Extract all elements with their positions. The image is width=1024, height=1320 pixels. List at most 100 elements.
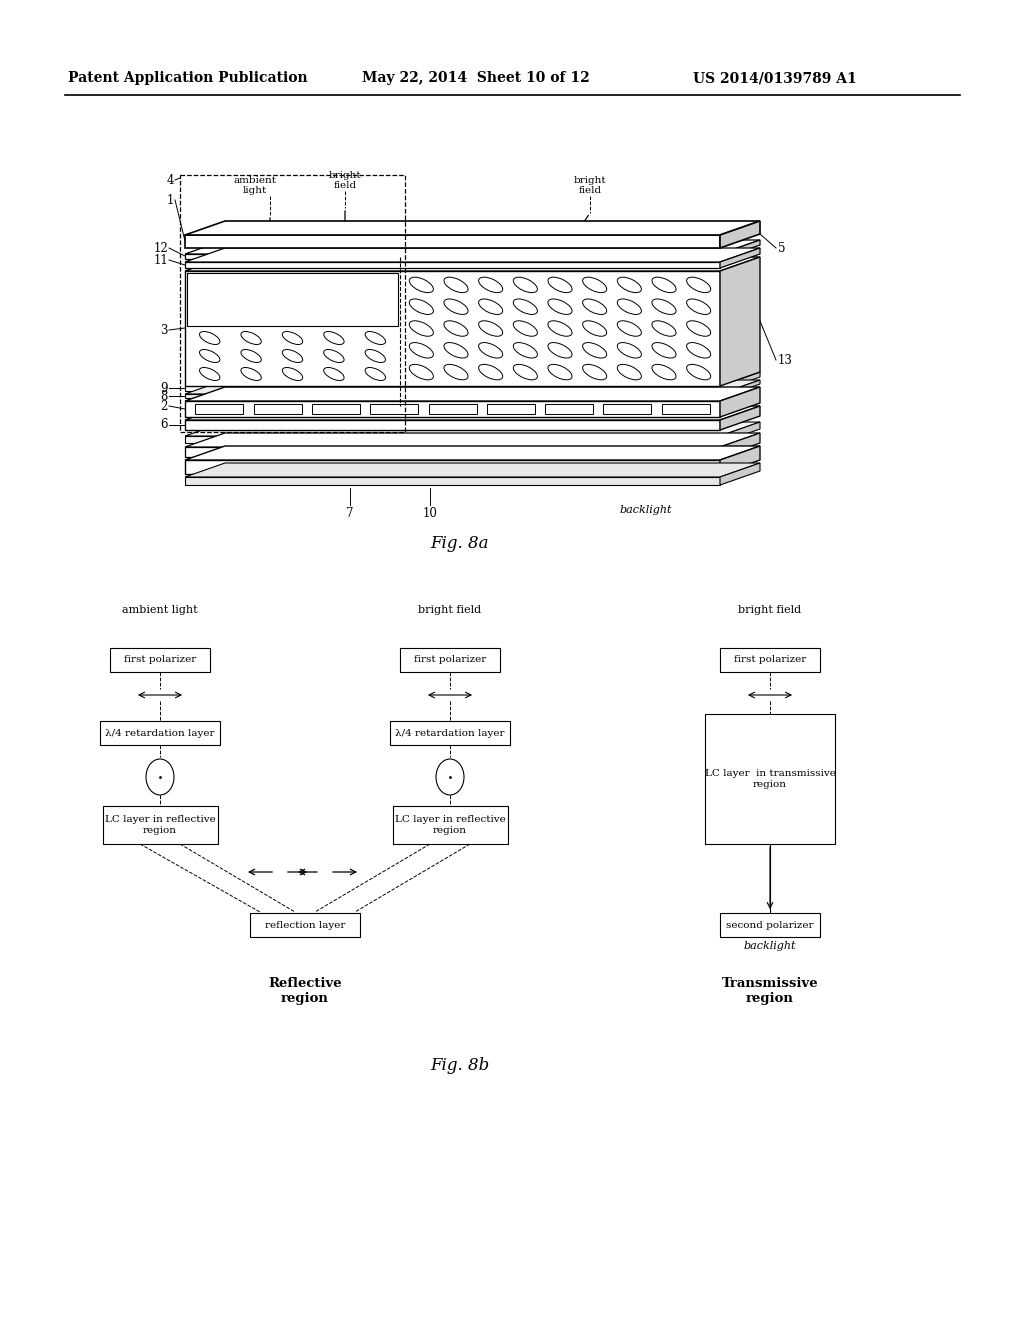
Ellipse shape <box>436 759 464 795</box>
Text: LC layer in reflective
region: LC layer in reflective region <box>104 816 215 834</box>
Text: 12: 12 <box>154 242 168 255</box>
Polygon shape <box>196 404 244 414</box>
Polygon shape <box>100 721 220 744</box>
Polygon shape <box>185 240 760 253</box>
Text: May 22, 2014  Sheet 10 of 12: May 22, 2014 Sheet 10 of 12 <box>362 71 590 84</box>
Polygon shape <box>185 393 720 399</box>
Text: second polarizer: second polarizer <box>726 920 814 929</box>
Polygon shape <box>185 477 720 484</box>
Ellipse shape <box>283 350 303 363</box>
Polygon shape <box>185 261 720 268</box>
Ellipse shape <box>241 331 261 345</box>
Polygon shape <box>720 257 760 385</box>
Polygon shape <box>185 372 760 385</box>
Ellipse shape <box>444 364 468 380</box>
Ellipse shape <box>410 298 433 314</box>
Polygon shape <box>720 446 760 474</box>
Ellipse shape <box>617 321 641 337</box>
Text: λ/4 retardation layer: λ/4 retardation layer <box>395 729 505 738</box>
Text: Fig. 8a: Fig. 8a <box>431 535 489 552</box>
Text: bright
field: bright field <box>329 170 361 190</box>
Ellipse shape <box>617 298 641 314</box>
Ellipse shape <box>478 298 503 314</box>
Ellipse shape <box>513 343 538 358</box>
Polygon shape <box>185 447 720 457</box>
Text: 3: 3 <box>161 323 168 337</box>
Text: 2: 2 <box>161 400 168 412</box>
Ellipse shape <box>444 321 468 337</box>
Ellipse shape <box>652 277 676 293</box>
Polygon shape <box>705 714 835 843</box>
Polygon shape <box>720 387 760 417</box>
Polygon shape <box>720 407 760 430</box>
Ellipse shape <box>617 364 641 380</box>
Polygon shape <box>720 220 760 248</box>
Polygon shape <box>312 404 359 414</box>
Polygon shape <box>545 404 593 414</box>
Polygon shape <box>720 240 760 259</box>
Text: bright
field: bright field <box>573 176 606 195</box>
Polygon shape <box>720 913 820 937</box>
Text: 8: 8 <box>161 389 168 403</box>
Ellipse shape <box>241 367 261 380</box>
Text: LC layer in reflective
region: LC layer in reflective region <box>394 816 506 834</box>
Ellipse shape <box>324 331 344 345</box>
Polygon shape <box>254 404 302 414</box>
Ellipse shape <box>283 367 303 380</box>
Text: 4: 4 <box>167 173 174 186</box>
Ellipse shape <box>583 298 606 314</box>
Polygon shape <box>185 401 720 417</box>
Ellipse shape <box>324 350 344 363</box>
Ellipse shape <box>652 343 676 358</box>
Polygon shape <box>720 463 760 484</box>
Polygon shape <box>371 404 418 414</box>
Ellipse shape <box>617 277 641 293</box>
Text: λ/4 retardation layer: λ/4 retardation layer <box>105 729 215 738</box>
Ellipse shape <box>410 321 433 337</box>
Text: 10: 10 <box>423 507 437 520</box>
Text: reflection layer: reflection layer <box>265 920 345 929</box>
Text: first polarizer: first polarizer <box>734 656 806 664</box>
Polygon shape <box>662 404 710 414</box>
Text: 9: 9 <box>161 381 168 395</box>
Ellipse shape <box>410 277 433 293</box>
Ellipse shape <box>444 298 468 314</box>
Ellipse shape <box>366 350 385 363</box>
Polygon shape <box>720 648 820 672</box>
Ellipse shape <box>583 343 606 358</box>
Ellipse shape <box>583 277 606 293</box>
Ellipse shape <box>444 343 468 358</box>
Ellipse shape <box>687 321 711 337</box>
Ellipse shape <box>583 321 606 337</box>
Polygon shape <box>720 380 760 399</box>
Text: 7: 7 <box>346 507 353 520</box>
Polygon shape <box>720 422 760 444</box>
Ellipse shape <box>652 298 676 314</box>
Ellipse shape <box>548 343 572 358</box>
Polygon shape <box>185 387 760 401</box>
Ellipse shape <box>200 350 220 363</box>
Polygon shape <box>185 385 720 391</box>
Ellipse shape <box>478 277 503 293</box>
Polygon shape <box>185 257 760 271</box>
Ellipse shape <box>410 343 433 358</box>
Ellipse shape <box>687 298 711 314</box>
Ellipse shape <box>200 331 220 345</box>
Ellipse shape <box>687 343 711 358</box>
Ellipse shape <box>283 331 303 345</box>
Ellipse shape <box>548 321 572 337</box>
Polygon shape <box>185 380 760 393</box>
Text: Transmissive
region: Transmissive region <box>722 977 818 1005</box>
Ellipse shape <box>548 277 572 293</box>
Polygon shape <box>185 436 720 444</box>
Text: first polarizer: first polarizer <box>414 656 486 664</box>
Polygon shape <box>187 273 398 326</box>
Polygon shape <box>110 648 210 672</box>
Ellipse shape <box>366 331 385 345</box>
Ellipse shape <box>513 321 538 337</box>
Ellipse shape <box>200 367 220 380</box>
Polygon shape <box>720 248 760 268</box>
Polygon shape <box>185 459 720 474</box>
Text: backlight: backlight <box>620 506 673 515</box>
Ellipse shape <box>324 367 344 380</box>
